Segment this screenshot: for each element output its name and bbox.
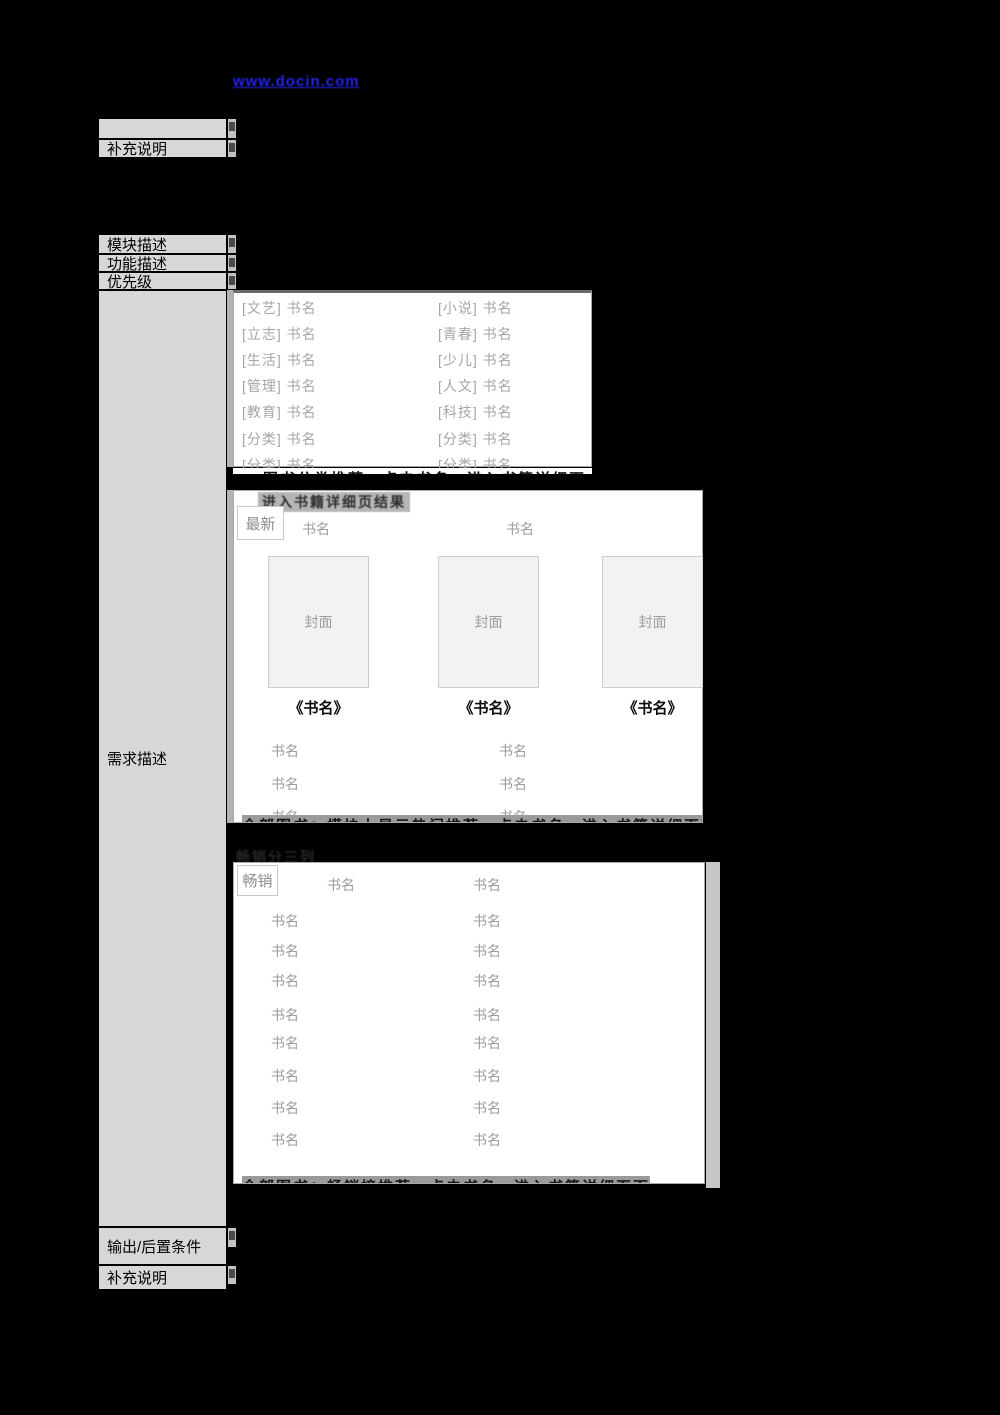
spec-cell-output-postcondition: 输出/后置条件 [97, 1226, 228, 1266]
watermark-link[interactable]: www.docin.com [233, 73, 360, 90]
redacted-mark [229, 122, 235, 131]
redacted-clipped-text: 全部图书：畅销榜推荐，点击书名，进入书籍详细页面 [242, 1176, 651, 1183]
book-list-item: 书名 [473, 913, 501, 929]
book-list-item: 书名 [473, 1132, 501, 1148]
redacted-fragment [228, 1266, 236, 1284]
book-list-item: 书名 [473, 1007, 501, 1023]
book-list-item: 书名 [271, 973, 299, 989]
spec-cell-priority: 优先级 [97, 271, 228, 291]
book-list-item: 书名 [473, 1035, 501, 1051]
book-list-item: 书名 [271, 943, 299, 959]
book-list-item: 书名 [271, 913, 299, 929]
category-item: [管理] 书名 [242, 378, 317, 394]
book-cover-placeholder: 封面 [438, 556, 539, 688]
redacted-mark [229, 1269, 235, 1278]
spec-cell-empty [97, 117, 228, 140]
category-panel: [文艺] 书名 [小说] 书名 [立志] 书名 [青春] 书名 [生活] 书名 … [233, 290, 592, 473]
tab-latest: 最新 [237, 506, 284, 540]
book-title-caption: 《书名》 [458, 700, 519, 717]
redacted-fragment [228, 255, 236, 271]
redacted-clipped-line: 全部图书：模块上显示热门推荐，点击书名，进入书籍详细页面 [234, 815, 702, 822]
redacted-fragment [228, 119, 236, 138]
category-item: [生活] 书名 [242, 352, 317, 368]
redacted-clipped-text: 图书分类推荐，点击书名，进入书籍详细页 [263, 468, 586, 474]
book-title-caption: 《书名》 [288, 700, 349, 717]
book-list-item: 书名 [271, 1100, 299, 1116]
book-list-item: 书名 [473, 1100, 501, 1116]
column-header: 书名 [473, 877, 501, 893]
category-item: [立志] 书名 [242, 326, 317, 342]
redacted-highlight-text: 进入书籍详细页结果 [258, 492, 410, 512]
category-item: [分类] 书名 [242, 431, 317, 447]
category-item: [科技] 书名 [438, 404, 513, 420]
redacted-clipped-line: 图书分类推荐，点击书名，进入书籍详细页 [233, 468, 592, 474]
tab-bestseller: 畅销 [237, 865, 278, 896]
category-item: [青春] 书名 [438, 326, 513, 342]
redacted-fragment [228, 140, 236, 157]
book-list-item: 书名 [473, 973, 501, 989]
spec-cell-supplement-top: 补充说明 [97, 138, 228, 159]
book-list-item: 书名 [271, 1007, 299, 1023]
category-item: [教育] 书名 [242, 404, 317, 420]
panel-scrollbar-strip [706, 862, 720, 1188]
book-title-caption: 《书名》 [622, 700, 683, 717]
category-item: [人文] 书名 [438, 378, 513, 394]
redacted-fragment [228, 235, 236, 253]
book-list-item: 书名 [271, 1068, 299, 1084]
redacted-mark [229, 1231, 235, 1240]
book-list-item: 书名 [473, 1068, 501, 1084]
category-item: [小说] 书名 [438, 300, 513, 316]
redacted-mark [229, 276, 235, 285]
redacted-clipped-text: 全部图书：模块上显示热门推荐，点击书名，进入书籍详细页面 [242, 815, 702, 822]
category-item: [少儿] 书名 [438, 352, 513, 368]
redacted-mark [229, 238, 235, 247]
book-cover-placeholder: 封面 [602, 556, 703, 688]
panel-edge-sliver [227, 490, 233, 823]
column-header: 书名 [506, 521, 534, 537]
book-cover-placeholder: 封面 [268, 556, 369, 688]
book-list-item: 书名 [271, 776, 299, 792]
bestseller-panel: 畅销 书名 书名 书名 书名 书名 书名 书名 书名 书名 书名 书名 书名 书… [233, 862, 705, 1184]
book-list-item: 书名 [473, 943, 501, 959]
redacted-fragment [228, 273, 236, 289]
redacted-clipped-line: 全部图书：畅销榜推荐，点击书名，进入书籍详细页面 [234, 1176, 704, 1183]
redacted-mark [229, 143, 235, 152]
column-header: 书名 [327, 877, 355, 893]
panel-edge-sliver [227, 290, 233, 467]
spec-cell-supplement-bottom: 补充说明 [97, 1264, 228, 1291]
book-list-item: 书名 [271, 1035, 299, 1051]
column-header: 书名 [302, 521, 330, 537]
spec-cell-function-desc: 功能描述 [97, 253, 228, 273]
category-item: [分类] 书名 [438, 431, 513, 447]
book-list-item: 书名 [271, 743, 299, 759]
latest-panel: 进入书籍详细页结果 最新 书名 书名 封面 封面 封面 《书名》 《书名》 《书… [233, 490, 703, 825]
spec-cell-requirement-desc: 需求描述 [97, 289, 228, 1228]
redacted-smudge-text: 畅销分三列 [236, 849, 316, 865]
redacted-mark [229, 258, 235, 267]
book-list-item: 书名 [271, 1132, 299, 1148]
redacted-fragment [228, 1228, 236, 1247]
category-item: [文艺] 书名 [242, 300, 317, 316]
book-list-item: 书名 [499, 776, 527, 792]
book-list-item: 书名 [499, 743, 527, 759]
